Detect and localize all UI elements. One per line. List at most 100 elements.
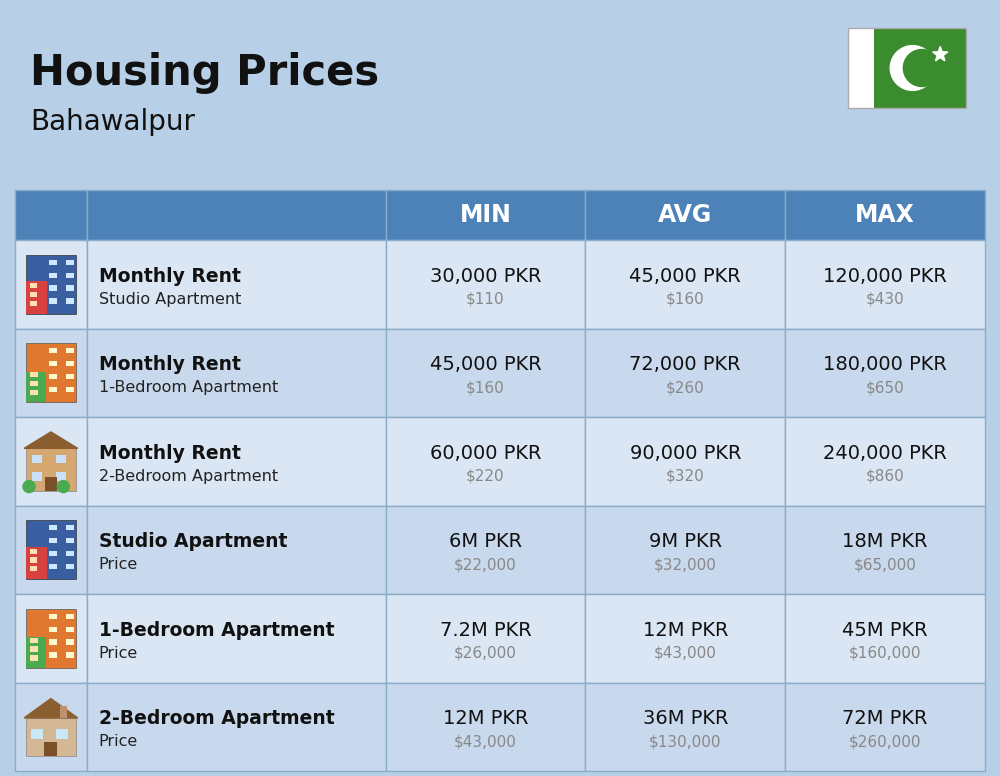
- Polygon shape: [24, 698, 78, 718]
- Text: $650: $650: [866, 380, 904, 395]
- FancyBboxPatch shape: [66, 551, 74, 556]
- FancyBboxPatch shape: [66, 653, 74, 657]
- Text: 240,000 PKR: 240,000 PKR: [823, 444, 947, 462]
- FancyBboxPatch shape: [49, 260, 57, 265]
- Text: 12M PKR: 12M PKR: [643, 621, 728, 639]
- FancyBboxPatch shape: [66, 348, 74, 353]
- FancyBboxPatch shape: [15, 417, 87, 505]
- FancyBboxPatch shape: [785, 417, 985, 505]
- Text: Housing Prices: Housing Prices: [30, 52, 379, 94]
- Text: $260: $260: [666, 380, 705, 395]
- FancyBboxPatch shape: [30, 549, 37, 554]
- FancyBboxPatch shape: [49, 386, 57, 392]
- FancyBboxPatch shape: [585, 683, 785, 771]
- FancyBboxPatch shape: [66, 286, 74, 291]
- FancyBboxPatch shape: [848, 28, 874, 108]
- Text: 120,000 PKR: 120,000 PKR: [823, 267, 947, 286]
- Text: $130,000: $130,000: [649, 734, 722, 750]
- Text: $26,000: $26,000: [454, 646, 517, 660]
- Text: $65,000: $65,000: [854, 557, 917, 572]
- Text: 30,000 PKR: 30,000 PKR: [430, 267, 541, 286]
- FancyBboxPatch shape: [585, 328, 785, 417]
- Text: 45M PKR: 45M PKR: [842, 621, 928, 639]
- FancyBboxPatch shape: [15, 594, 87, 683]
- FancyBboxPatch shape: [49, 538, 57, 543]
- FancyBboxPatch shape: [66, 260, 74, 265]
- FancyBboxPatch shape: [386, 190, 585, 240]
- FancyBboxPatch shape: [87, 417, 386, 505]
- FancyBboxPatch shape: [66, 374, 74, 379]
- FancyBboxPatch shape: [66, 386, 74, 392]
- FancyBboxPatch shape: [87, 683, 386, 771]
- FancyBboxPatch shape: [585, 505, 785, 594]
- Text: $160: $160: [666, 292, 705, 307]
- FancyBboxPatch shape: [56, 473, 66, 481]
- FancyBboxPatch shape: [26, 521, 76, 579]
- FancyBboxPatch shape: [386, 505, 585, 594]
- FancyBboxPatch shape: [785, 505, 985, 594]
- FancyBboxPatch shape: [49, 639, 57, 645]
- FancyBboxPatch shape: [386, 417, 585, 505]
- FancyBboxPatch shape: [30, 646, 38, 652]
- FancyBboxPatch shape: [66, 272, 74, 278]
- FancyBboxPatch shape: [785, 240, 985, 328]
- Text: Monthly Rent: Monthly Rent: [99, 267, 241, 286]
- Text: Monthly Rent: Monthly Rent: [99, 355, 241, 374]
- FancyBboxPatch shape: [56, 455, 66, 463]
- Text: $220: $220: [466, 469, 505, 483]
- FancyBboxPatch shape: [49, 551, 57, 556]
- FancyBboxPatch shape: [31, 729, 43, 740]
- Text: $160,000: $160,000: [849, 646, 921, 660]
- Text: 2-Bedroom Apartment: 2-Bedroom Apartment: [99, 469, 278, 483]
- FancyBboxPatch shape: [386, 240, 585, 328]
- FancyBboxPatch shape: [26, 372, 46, 402]
- Text: $260,000: $260,000: [849, 734, 921, 750]
- FancyBboxPatch shape: [32, 455, 42, 463]
- FancyBboxPatch shape: [26, 637, 46, 667]
- FancyBboxPatch shape: [49, 374, 57, 379]
- FancyBboxPatch shape: [49, 286, 57, 291]
- Text: 7.2M PKR: 7.2M PKR: [440, 621, 531, 639]
- FancyBboxPatch shape: [30, 566, 37, 571]
- FancyBboxPatch shape: [15, 683, 87, 771]
- FancyBboxPatch shape: [87, 190, 386, 240]
- FancyBboxPatch shape: [26, 344, 76, 402]
- Text: $160: $160: [466, 380, 505, 395]
- FancyBboxPatch shape: [26, 449, 76, 490]
- FancyBboxPatch shape: [49, 298, 57, 303]
- Text: Bahawalpur: Bahawalpur: [30, 108, 195, 136]
- Text: MAX: MAX: [855, 203, 915, 227]
- FancyBboxPatch shape: [585, 417, 785, 505]
- Text: 1-Bedroom Apartment: 1-Bedroom Apartment: [99, 621, 334, 639]
- FancyBboxPatch shape: [32, 473, 42, 481]
- Circle shape: [890, 46, 935, 90]
- FancyBboxPatch shape: [30, 557, 37, 563]
- Text: $860: $860: [866, 469, 904, 483]
- FancyBboxPatch shape: [26, 255, 76, 314]
- Text: 180,000 PKR: 180,000 PKR: [823, 355, 947, 374]
- Circle shape: [903, 50, 940, 86]
- FancyBboxPatch shape: [585, 594, 785, 683]
- FancyBboxPatch shape: [585, 190, 785, 240]
- FancyBboxPatch shape: [785, 683, 985, 771]
- Text: $110: $110: [466, 292, 505, 307]
- FancyBboxPatch shape: [66, 614, 74, 619]
- FancyBboxPatch shape: [26, 609, 76, 667]
- FancyBboxPatch shape: [66, 538, 74, 543]
- Text: $32,000: $32,000: [654, 557, 717, 572]
- FancyBboxPatch shape: [49, 525, 57, 530]
- Polygon shape: [24, 432, 78, 449]
- Circle shape: [23, 480, 35, 493]
- FancyBboxPatch shape: [785, 328, 985, 417]
- FancyBboxPatch shape: [785, 190, 985, 240]
- FancyBboxPatch shape: [30, 381, 38, 386]
- Text: 12M PKR: 12M PKR: [443, 709, 528, 728]
- Polygon shape: [933, 47, 948, 61]
- FancyBboxPatch shape: [26, 282, 47, 314]
- FancyBboxPatch shape: [66, 626, 74, 632]
- FancyBboxPatch shape: [49, 272, 57, 278]
- Text: 90,000 PKR: 90,000 PKR: [630, 444, 741, 462]
- Text: 45,000 PKR: 45,000 PKR: [430, 355, 541, 374]
- FancyBboxPatch shape: [30, 638, 38, 643]
- FancyBboxPatch shape: [15, 190, 87, 240]
